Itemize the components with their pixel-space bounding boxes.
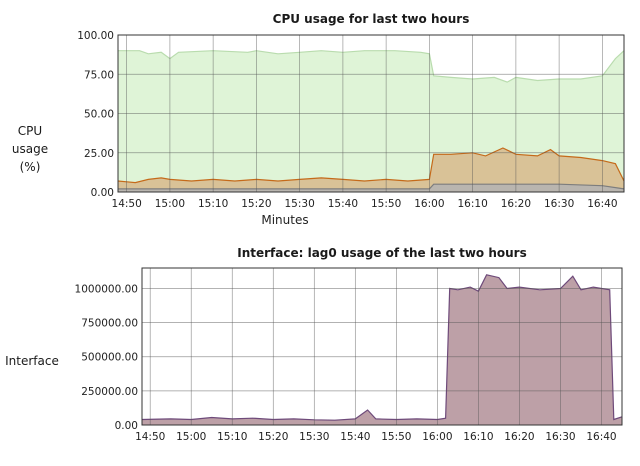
cpu-ylabel: CPU usage (%) [8,122,52,176]
plot-frame [117,34,625,193]
y-tick-label: 25.00 [84,148,114,160]
x-tick-label: 16:30 [545,431,575,443]
y-tick-label: 100.00 [77,30,114,42]
x-tick-label: 16:40 [587,198,617,210]
x-tick-label: 14:50 [112,198,142,210]
x-tick-label: 15:10 [217,431,247,443]
series-line-2 [118,183,625,190]
y-tick-label: 0.00 [91,187,114,199]
x-tick-label: 16:00 [422,431,452,443]
plot-frame [141,267,623,426]
y-tick-label: 1000000.00 [75,283,138,295]
x-tick-label: 16:00 [414,198,444,210]
series-line-0 [141,274,623,421]
iface-chart-title: Interface: lag0 usage of the last two ho… [237,246,527,260]
series-line-0 [118,50,625,83]
series-area-0 [142,274,622,425]
x-tick-label: 16:40 [586,431,616,443]
x-tick-label: 15:40 [340,431,370,443]
cpu-ylabel-line: CPU [17,124,43,138]
y-tick-label: 75.00 [84,69,114,81]
chart-plot-0: 0.00 25.00 50.00 75.00 100.00 14:50 15:00 15:10… [77,30,625,227]
x-tick-label: 15:40 [328,198,358,210]
cpu-ylabel-line: usage [11,142,49,156]
x-tick-label: 16:10 [463,431,493,443]
series-area-2 [118,184,624,192]
x-tick-label: 16:10 [457,198,487,210]
y-tick-label: 500000.00 [81,352,138,364]
x-axis-title: Minutes [261,213,308,227]
x-tick-label: 15:20 [258,431,288,443]
x-tick-label: 15:00 [155,198,185,210]
chart-plot-1: 0.00 250000.00 500000.00 750000.00 1000000.0… [75,267,623,443]
x-tick-label: 16:20 [504,431,534,443]
x-tick-label: 15:30 [299,431,329,443]
iface-ylabel: Interface [5,354,59,368]
x-tick-label: 16:20 [501,198,531,210]
cpu-chart-title: CPU usage for last two hours [272,12,470,26]
y-tick-label: 0.00 [115,420,138,432]
y-tick-label: 750000.00 [81,318,138,330]
cpu-ylabel-line: (%) [19,160,41,174]
series-line-1 [117,147,625,184]
x-tick-label: 15:50 [371,198,401,210]
x-tick-label: 15:20 [241,198,271,210]
series-area-1 [118,148,624,192]
x-tick-label: 15:10 [198,198,228,210]
x-tick-label: 15:30 [285,198,315,210]
x-tick-label: 15:00 [176,431,206,443]
x-tick-label: 15:50 [381,431,411,443]
x-tick-label: 16:30 [544,198,574,210]
y-tick-label: 50.00 [84,109,114,121]
x-tick-label: 14:50 [135,431,165,443]
y-tick-label: 250000.00 [81,386,138,398]
